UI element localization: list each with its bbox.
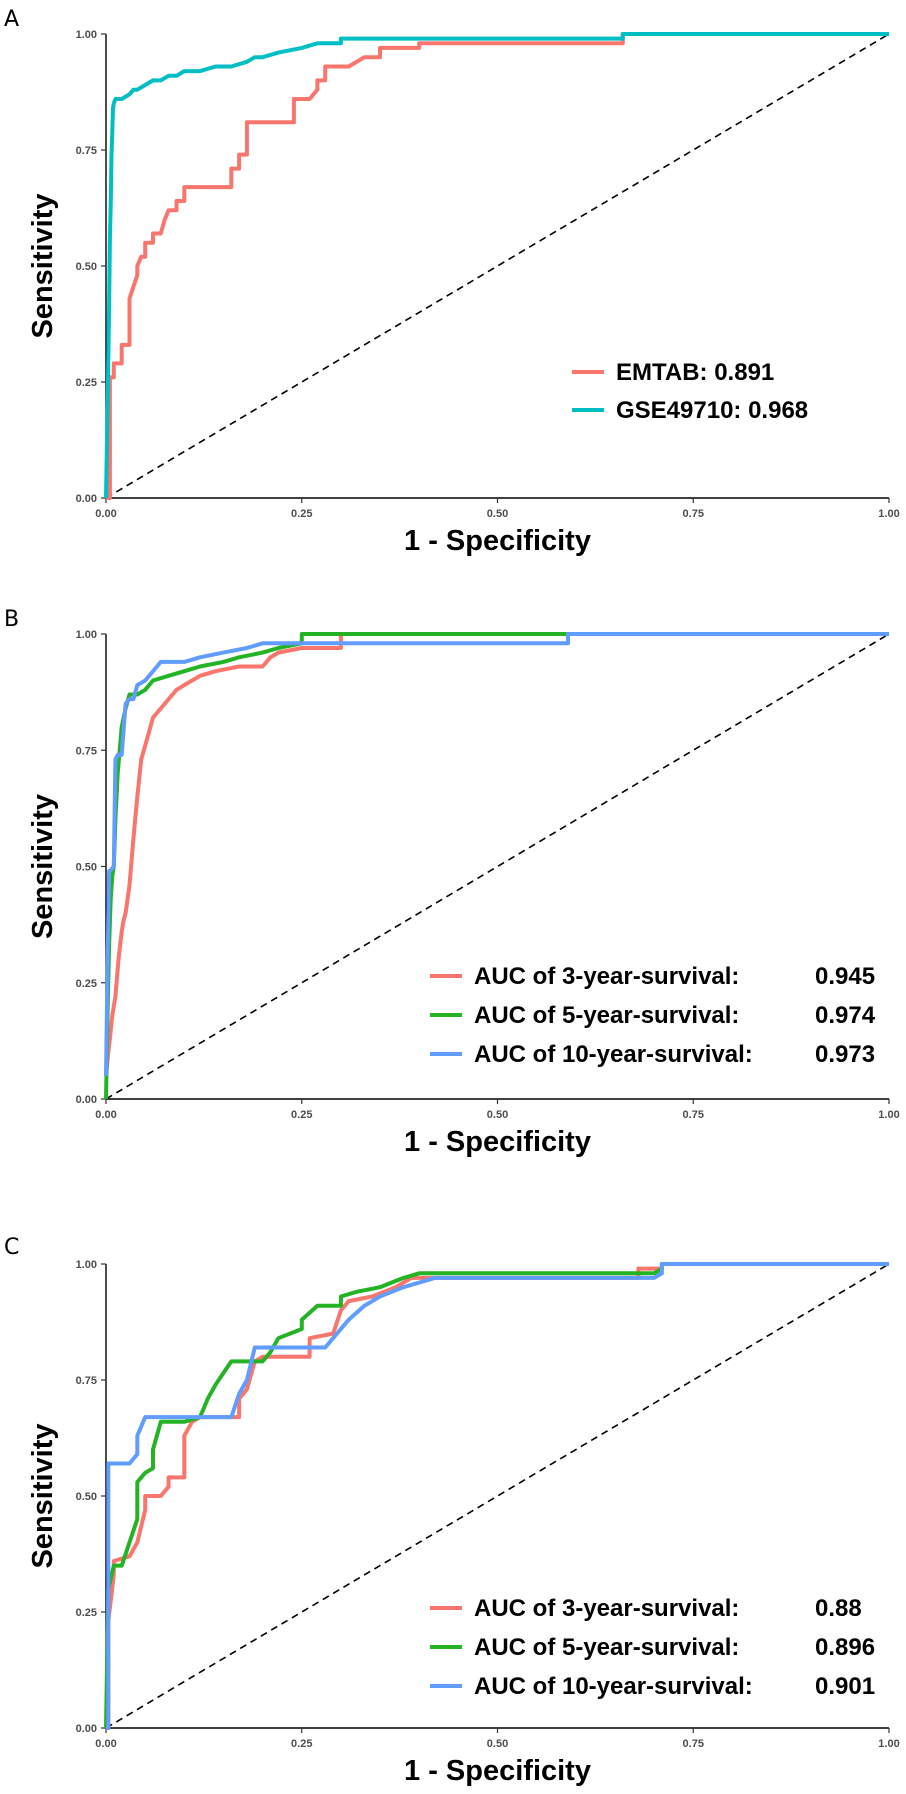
roc-curve-series-1 [106, 32, 889, 500]
roc-curve-series-1 [104, 632, 889, 1076]
roc-curve-series-2 [104, 32, 889, 499]
x-tick-label: 1.00 [878, 1738, 899, 1750]
legend-label-3: AUC of 10-year-survival: [474, 1673, 753, 1700]
y-tick-label: 0.00 [76, 1094, 97, 1106]
y-tick-label: 0.25 [76, 1607, 97, 1619]
legend-auc-value-2: 0.974 [815, 1002, 876, 1029]
x-tick-label: 0.50 [487, 1109, 508, 1121]
x-tick-label: 0.75 [683, 1109, 704, 1121]
legend: EMTAB: 0.891 GSE49710: 0.968 [572, 359, 808, 424]
y-axis-title: Sensitivity [27, 794, 59, 939]
y-tick-label: 0.00 [76, 1723, 97, 1735]
legend-label-1: AUC of 3-year-survival: [474, 963, 739, 990]
y-tick-label: 1.00 [76, 1259, 97, 1271]
legend-label-3: AUC of 10-year-survival: [474, 1041, 753, 1068]
reference-diagonal [105, 633, 890, 1100]
panel-letter: A [4, 7, 19, 32]
reference-diagonal [105, 33, 890, 499]
y-axis-title: Sensitivity [27, 193, 59, 338]
roc-curve-series-3 [104, 632, 889, 1076]
x-tick-label: 0.50 [487, 508, 508, 520]
legend-auc-value-3: 0.973 [815, 1041, 875, 1068]
y-tick-label: 1.00 [76, 29, 97, 41]
reference-diagonal [105, 1263, 890, 1729]
y-tick-label: 0.00 [76, 493, 97, 505]
roc-curve-series-2 [104, 1262, 889, 1729]
x-tick-label: 0.00 [95, 1109, 116, 1121]
panel-letter: C [4, 1235, 19, 1260]
x-axis-title: 1 - Specificity [404, 525, 591, 557]
panel-c: C 0.00 0.25 0.50 0.75 1.00 0.00 0.25 0.50 0.75 1.0… [4, 1235, 900, 1787]
legend-auc-value-2: 0.896 [815, 1634, 875, 1661]
x-tick-label: 0.50 [487, 1738, 508, 1750]
y-tick-label: 0.75 [76, 1375, 97, 1387]
panel-b: B 0.00 0.25 0.50 0.75 1.00 0.00 0.25 0.50 0.75 1.0… [4, 607, 900, 1158]
x-tick-label: 0.25 [291, 1109, 312, 1121]
x-axis-title: 1 - Specificity [404, 1126, 591, 1158]
roc-curve-series-1 [106, 1262, 889, 1730]
y-tick-label: 0.25 [76, 377, 97, 389]
legend-auc-value-1: 0.945 [815, 963, 875, 990]
y-tick-label: 0.75 [76, 745, 97, 757]
x-tick-label: 0.00 [95, 508, 116, 520]
legend-auc-value-1: 0.88 [815, 1595, 862, 1622]
x-tick-label: 0.00 [95, 1738, 116, 1750]
y-tick-label: 0.50 [76, 862, 97, 874]
x-tick-label: 0.25 [291, 508, 312, 520]
roc-curve-series-3 [106, 1262, 889, 1730]
y-axis-title: Sensitivity [27, 1423, 59, 1568]
x-tick-label: 0.25 [291, 1738, 312, 1750]
legend: AUC of 3-year-survival: 0.945 AUC of 5-yea… [430, 963, 876, 1068]
legend-label-2: AUC of 5-year-survival: [474, 1002, 739, 1029]
x-tick-label: 1.00 [878, 508, 899, 520]
panel-a: A 0.00 0.25 0.50 0.75 1.00 0.00 0.25 0.50 0.75 1.0… [4, 7, 900, 557]
legend-label-2: AUC of 5-year-survival: [474, 1634, 739, 1661]
y-tick-label: 0.50 [76, 261, 97, 273]
legend-label-1: EMTAB: 0.891 [616, 359, 774, 386]
y-tick-label: 1.00 [76, 629, 97, 641]
y-tick-label: 0.75 [76, 145, 97, 157]
legend-label-2: GSE49710: 0.968 [616, 397, 808, 424]
panel-letter: B [4, 607, 19, 632]
x-tick-label: 1.00 [878, 1109, 899, 1121]
legend-auc-value-3: 0.901 [815, 1673, 875, 1700]
legend-label-1: AUC of 3-year-survival: [474, 1595, 739, 1622]
legend: AUC of 3-year-survival: 0.88 AUC of 5-year… [430, 1595, 875, 1700]
x-tick-label: 0.75 [683, 508, 704, 520]
x-tick-label: 0.75 [683, 1738, 704, 1750]
x-axis-title: 1 - Specificity [404, 1755, 591, 1787]
y-tick-label: 0.25 [76, 978, 97, 990]
roc-curve-series-2 [104, 632, 889, 1100]
y-tick-label: 0.50 [76, 1491, 97, 1503]
